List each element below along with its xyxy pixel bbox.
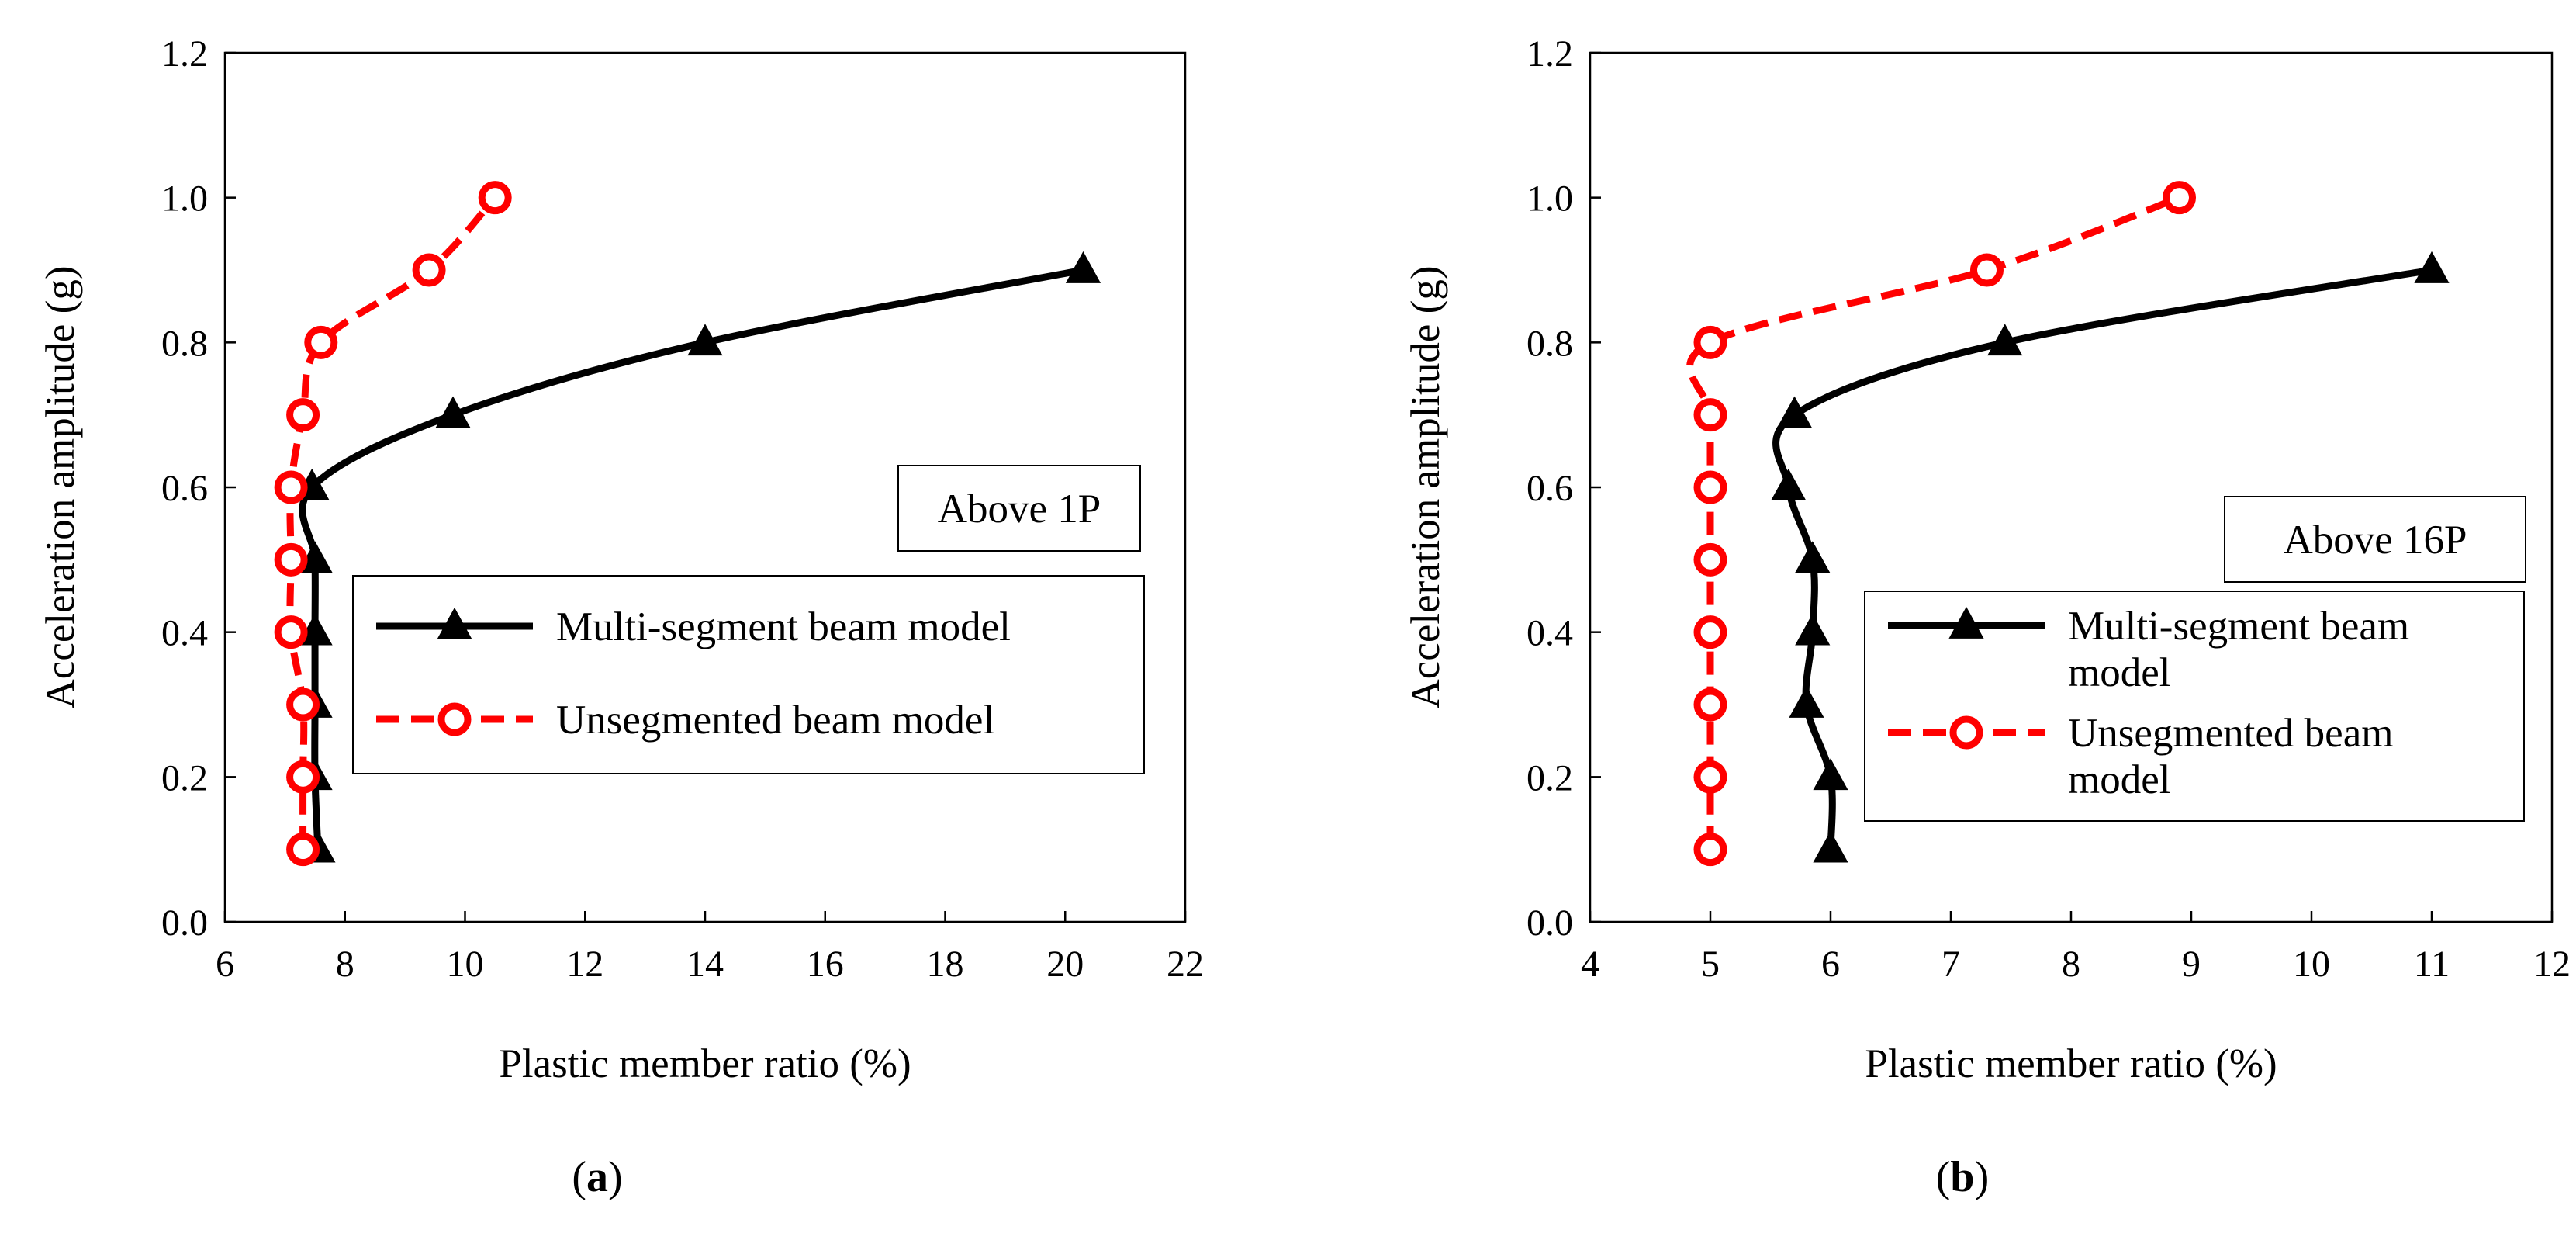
y-axis-label: Acceleration amplitude (g)	[38, 266, 83, 709]
y-tick-label: 1.0	[1527, 178, 1573, 220]
y-tick-label: 0.0	[1527, 902, 1573, 944]
legend-label: model	[2068, 757, 2170, 802]
chart-panel-a: 6 8 10 12 14 16 18 20 22 0.0 0.2 0.4 0.6 0.8 1.0 1.2 Pla…	[38, 33, 1204, 1201]
data-point-triangle	[1065, 251, 1101, 283]
data-point-circle	[286, 833, 320, 867]
x-tick-label: 11	[2414, 944, 2450, 985]
data-point-triangle	[1771, 468, 1807, 500]
legend-label: Unsegmented beam	[2068, 711, 2393, 756]
x-tick-label: 12	[566, 944, 603, 985]
x-tick-label: 9	[2182, 944, 2201, 985]
data-point-circle	[1693, 398, 1727, 432]
annotation-box	[897, 465, 1141, 552]
legend-swatch-circle	[1949, 715, 1983, 750]
data-point-triangle	[1789, 685, 1824, 718]
y-axis-label: Acceleration amplitude (g)	[1403, 266, 1448, 709]
data-point-circle	[1693, 325, 1727, 359]
y-tick-label: 0.6	[1527, 468, 1573, 509]
panel-label: (b)	[1936, 1153, 1989, 1201]
x-tick-label: 4	[1581, 944, 1599, 985]
data-point-circle	[286, 760, 320, 794]
data-point-triangle	[435, 396, 471, 428]
x-tick-label: 22	[1167, 944, 1204, 985]
data-point-triangle	[1776, 396, 1813, 428]
y-tick-label: 0.8	[1527, 323, 1573, 364]
x-tick-label: 16	[807, 944, 844, 985]
data-point-circle	[1693, 615, 1727, 649]
y-tick-label: 0.2	[161, 757, 208, 798]
data-point-triangle	[1987, 324, 2023, 356]
legend-swatch-circle	[437, 702, 472, 736]
y-tick-label: 1.0	[161, 178, 208, 220]
data-point-circle	[1970, 253, 2004, 287]
data-point-circle	[1693, 760, 1727, 794]
legend-label: model	[2068, 650, 2170, 695]
y-tick-label: 1.2	[1527, 33, 1573, 74]
data-point-triangle	[2414, 251, 2450, 283]
data-point-circle	[274, 542, 308, 577]
y-tick-label: 0.2	[1527, 757, 1573, 798]
legend-box	[352, 575, 1145, 774]
panel-label: (a)	[572, 1153, 622, 1201]
x-tick-label: 10	[2293, 944, 2330, 985]
x-tick-label: 18	[927, 944, 964, 985]
x-tick-label: 14	[686, 944, 724, 985]
data-point-circle	[1693, 833, 1727, 867]
chart-panel-b: 4 5 6 7 8 9 10 11 12 0.0 0.2 0.4 0.6 0.8 1.0 1.2 Plastic…	[1403, 33, 2571, 1201]
data-point-circle	[274, 470, 308, 504]
y-tick-label: 1.2	[161, 33, 208, 74]
y-tick-label: 0.6	[161, 468, 208, 509]
x-tick-label: 20	[1046, 944, 1084, 985]
x-tick-label: 12	[2533, 944, 2571, 985]
x-tick-label: 7	[1942, 944, 1960, 985]
data-point-triangle	[1795, 541, 1831, 573]
legend-swatch-triangle	[437, 607, 472, 639]
data-point-circle	[286, 398, 320, 432]
x-tick-label: 5	[1701, 944, 1720, 985]
data-point-circle	[2163, 181, 2196, 215]
x-tick-label: 10	[447, 944, 484, 985]
legend-label: Multi-segment beam	[2068, 604, 2409, 649]
x-tick-label: 8	[336, 944, 354, 985]
legend-label: Multi-segment beam model	[556, 604, 1011, 649]
data-point-circle	[412, 253, 446, 287]
annotation-label: Above 1P	[938, 487, 1101, 532]
annotation-box	[2224, 496, 2526, 583]
legend-swatch-triangle	[1948, 606, 1984, 639]
data-point-circle	[1693, 542, 1727, 577]
x-tick-label: 8	[2062, 944, 2080, 985]
data-point-triangle	[687, 324, 723, 356]
data-point-circle	[1693, 688, 1727, 722]
series-line-unsegmented	[1686, 194, 2181, 850]
y-tick-label: 0.0	[161, 902, 208, 944]
y-tick-label: 0.8	[161, 323, 208, 364]
data-point-circle	[274, 615, 308, 649]
data-point-circle	[286, 688, 320, 722]
x-axis-label: Plastic member ratio (%)	[499, 1041, 911, 1086]
legend-label: Unsegmented beam model	[556, 698, 994, 743]
annotation-label: Above 16P	[2283, 518, 2467, 563]
data-point-triangle	[1813, 830, 1848, 863]
x-axis-label: Plastic member ratio (%)	[1865, 1041, 2277, 1086]
y-tick-label: 0.4	[1527, 613, 1573, 654]
x-tick-label: 6	[216, 944, 234, 985]
data-point-triangle	[1795, 613, 1831, 646]
data-point-circle	[478, 181, 512, 215]
data-point-circle	[1693, 470, 1727, 504]
y-tick-label: 0.4	[161, 613, 208, 654]
data-point-triangle	[1813, 758, 1848, 791]
data-point-circle	[304, 325, 338, 359]
x-tick-label: 6	[1821, 944, 1840, 985]
